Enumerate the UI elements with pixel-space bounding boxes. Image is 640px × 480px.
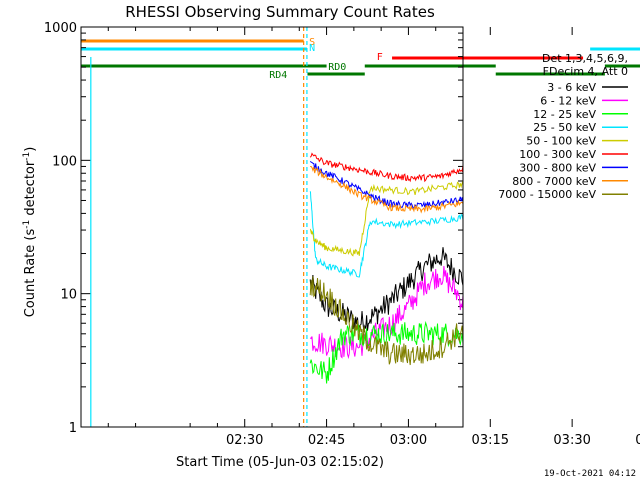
x-tick-label-2: 03:00	[390, 433, 427, 448]
legend-label-2: 12 - 25 keV	[533, 108, 596, 121]
flag-label-s: S	[309, 37, 315, 48]
y-label-part-3: )	[23, 147, 38, 152]
flag-bars: SN F RD0 RD4	[81, 37, 640, 81]
series-line-4	[309, 180, 463, 257]
series-lines	[309, 152, 463, 384]
y-tick-label-3: 1000	[44, 21, 77, 36]
y-tick-labels: 1 10 100 1000	[44, 21, 77, 436]
plot-area	[80, 26, 573, 428]
legend-label-1: 6 - 12 keV	[540, 94, 596, 107]
x-tick-label-0: 02:30	[226, 433, 263, 448]
y-tick-label-0: 1	[69, 421, 77, 436]
flag-label-f: F	[377, 52, 383, 63]
series-line-7	[310, 166, 463, 214]
series-line-1	[309, 265, 463, 360]
flag-label-rd0: RD0	[328, 62, 346, 73]
flag-label-n: N	[309, 43, 315, 54]
series-line-0	[309, 247, 463, 333]
legend-label-8: 7000 - 15000 keV	[498, 188, 596, 201]
plot-frame	[80, 26, 464, 428]
legend-label-5: 100 - 300 keV	[519, 148, 596, 161]
y-label-sup-1: -1	[22, 220, 32, 229]
flag-label-rd4: RD4	[269, 70, 287, 81]
legend-label-7: 800 - 7000 keV	[512, 175, 596, 188]
legend-header-0: Det 1,3,4,5,6,9,	[542, 52, 628, 65]
legend-label-4: 50 - 100 keV	[526, 135, 596, 148]
legend-label-0: 3 - 6 keV	[547, 81, 596, 94]
series-line-5	[309, 152, 463, 183]
x-tick-labels: 02:30 02:45 03:00 03:15 03:30 03:45	[226, 433, 640, 448]
attenuator-markers	[90, 27, 308, 427]
series-line-6	[309, 161, 463, 209]
series-line-3	[309, 191, 463, 278]
x-tick-label-1: 02:45	[308, 433, 345, 448]
y-label-part-2: detector	[23, 160, 38, 220]
chart-title: RHESSI Observing Summary Count Rates	[125, 3, 435, 21]
legend-header-1: FDecim 4, Att 0	[543, 65, 628, 78]
y-label-part-1: Count Rate (s	[23, 229, 38, 318]
y-label-sup-2: -1	[22, 152, 32, 161]
series-line-8	[309, 276, 463, 366]
legend-label-6: 300 - 800 keV	[519, 161, 596, 174]
x-axis-label: Start Time (05-Jun-03 02:15:02)	[176, 455, 384, 470]
y-axis-label: Count Rate (s-1 detector-1)	[22, 147, 38, 318]
legend: Det 1,3,4,5,6,9,FDecim 4, Att 0 3 - 6 keV…	[498, 52, 628, 201]
y-tick-label-2: 100	[52, 154, 77, 169]
x-tick-label-4: 03:30	[553, 433, 590, 448]
x-tick-label-3: 03:15	[472, 433, 509, 448]
x-tick-label-5: 03:45	[635, 433, 640, 448]
footer-date: 19-Oct-2021 04:12	[544, 469, 636, 479]
y-tick-label-1: 10	[60, 288, 77, 303]
legend-label-3: 25 - 50 keV	[533, 121, 596, 134]
